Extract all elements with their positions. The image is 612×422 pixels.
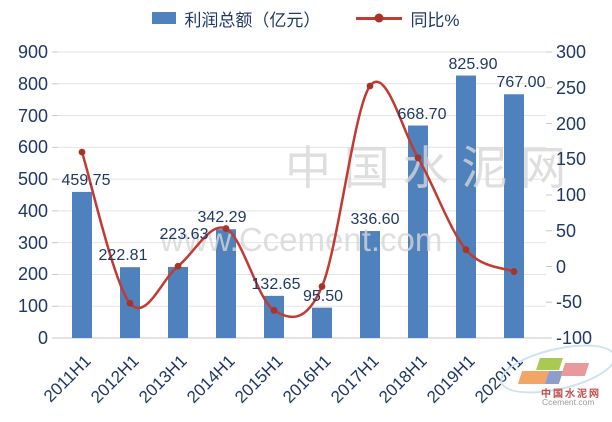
- line-point-marker: [78, 148, 86, 156]
- bars-layer: [72, 75, 524, 339]
- bar: [408, 125, 428, 338]
- line-point-marker: [318, 283, 326, 290]
- yoy-trend-line: [80, 80, 516, 319]
- line-point-marker: [174, 262, 182, 270]
- watermark-text-url: www.Ccement.com: [159, 221, 442, 258]
- bar: [456, 75, 476, 338]
- logo-domain: Ccement.com: [542, 397, 595, 407]
- logo-tile-green-icon: [536, 358, 563, 370]
- legend-label-yoy: 同比%: [410, 10, 460, 30]
- line-point-marker: [414, 154, 422, 162]
- bar: [504, 94, 524, 339]
- legend-bar-swatch-icon: [152, 12, 177, 24]
- legend-item-profit: 利润总额（亿元）: [152, 6, 320, 31]
- bar: [216, 229, 236, 338]
- ccement-logo: 中国水泥网 Ccement.com: [495, 335, 612, 412]
- line-point-marker: [126, 299, 134, 307]
- watermark-text-cn: 中 国 水 泥 网: [285, 142, 566, 194]
- line-point-marker: [510, 268, 518, 275]
- chart-legend: 利润总额（亿元） 同比%: [0, 5, 612, 31]
- trend-line-layer: [78, 80, 518, 319]
- bar: [360, 231, 380, 338]
- bar: [168, 266, 188, 338]
- line-point-marker: [270, 306, 278, 314]
- legend-item-yoy: 同比%: [356, 6, 460, 31]
- logo-name: 中国水泥网: [541, 389, 601, 400]
- bar: [312, 307, 332, 338]
- line-point-marker: [462, 246, 470, 254]
- line-point-marker: [222, 225, 230, 232]
- legend-line-marker-icon: [356, 16, 403, 20]
- bar: [72, 191, 92, 338]
- line-point-marker: [366, 82, 374, 90]
- logo-tile-pink-icon: [560, 363, 590, 376]
- legend-label-profit: 利润总额（亿元）: [184, 10, 321, 30]
